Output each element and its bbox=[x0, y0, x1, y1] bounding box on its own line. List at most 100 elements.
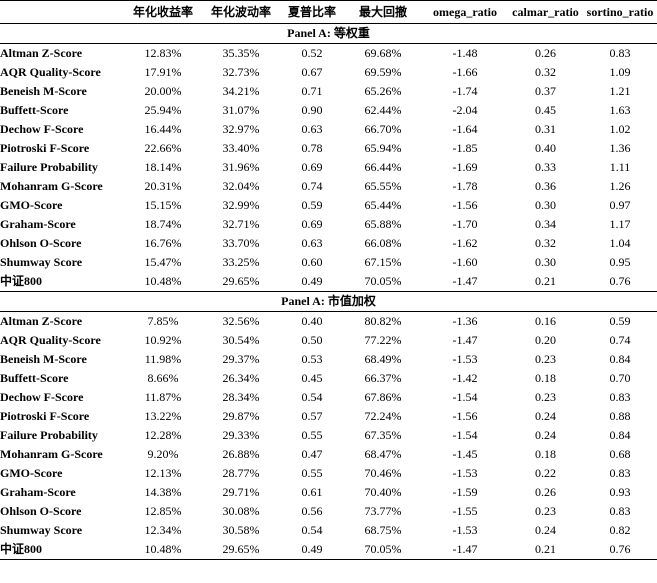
cell-name: Buffett-Score bbox=[0, 371, 69, 385]
cell-omega: -1.85 bbox=[452, 141, 478, 155]
cell-annual-volatility: 33.70% bbox=[222, 236, 260, 250]
cell-omega: -2.04 bbox=[452, 103, 478, 117]
cell-name: Graham-Score bbox=[0, 485, 76, 499]
cell-sortino: 0.83 bbox=[609, 46, 631, 60]
cell-calmar: 0.23 bbox=[535, 390, 556, 404]
cell-annual-volatility: 28.34% bbox=[222, 390, 260, 404]
cell-calmar: 0.16 bbox=[535, 314, 556, 328]
cell-annual-volatility: 30.58% bbox=[222, 523, 260, 537]
cell-max-drawdown: 66.44% bbox=[364, 160, 402, 174]
cell-name: Piotroski F-Score bbox=[0, 409, 90, 423]
cell-omega: -1.47 bbox=[422, 540, 508, 560]
cell-calmar: 0.24 bbox=[535, 523, 556, 537]
cell-max-drawdown: 69.68% bbox=[364, 46, 402, 60]
cell-annual-volatility: 32.99% bbox=[222, 198, 260, 212]
cell-name: GMO-Score bbox=[0, 466, 63, 480]
cell-name: GMO-Score bbox=[0, 198, 63, 212]
cell-name: Altman Z-Score bbox=[0, 314, 83, 328]
cell-sortino: 1.02 bbox=[609, 122, 631, 136]
cell-annual-volatility: 29.87% bbox=[222, 409, 260, 423]
cell-sortino: 0.76 bbox=[583, 540, 657, 560]
cell-name: Dechow F-Score bbox=[0, 390, 84, 404]
cell-name: Shumway Score bbox=[0, 255, 83, 269]
cell-annual-return: 12.34% bbox=[144, 523, 182, 537]
cell-max-drawdown: 80.82% bbox=[364, 314, 402, 328]
cell-annual-return: 10.48% bbox=[124, 540, 202, 560]
table-row: Graham-Score 18.74% 32.71% 0.69 65.88% -1.70 0… bbox=[0, 215, 657, 234]
cell-name: Shumway Score bbox=[0, 523, 83, 537]
cell-sharpe: 0.54 bbox=[301, 390, 323, 404]
cell-omega: -1.62 bbox=[452, 236, 478, 250]
table-row: 中证800 10.48% 29.65% 0.49 70.05% -1.47 0.21 0.76 bbox=[0, 540, 657, 560]
cell-name: Ohlson O-Score bbox=[0, 236, 82, 250]
cell-annual-return: 18.14% bbox=[144, 160, 182, 174]
cell-annual-return: 13.22% bbox=[144, 409, 182, 423]
cell-annual-volatility: 29.65% bbox=[202, 272, 280, 292]
cell-annual-volatility: 32.97% bbox=[222, 122, 260, 136]
table-row: AQR Quality-Score 10.92% 30.54% 0.50 77.22% -… bbox=[0, 331, 657, 350]
cell-name: Failure Probability bbox=[0, 428, 98, 442]
cell-annual-return: 12.28% bbox=[144, 428, 182, 442]
cell-sharpe: 0.78 bbox=[301, 141, 323, 155]
cell-calmar: 0.30 bbox=[535, 255, 556, 269]
header-cell-sharpe: 夏普比率 bbox=[280, 0, 344, 24]
cell-annual-return: 10.92% bbox=[144, 333, 182, 347]
table-row: Buffett-Score 8.66% 26.34% 0.45 66.37% -1.42 0… bbox=[0, 369, 657, 388]
cell-calmar: 0.21 bbox=[508, 272, 583, 292]
cell-name: AQR Quality-Score bbox=[0, 65, 101, 79]
cell-omega: -1.74 bbox=[452, 84, 478, 98]
cell-sortino: 0.93 bbox=[609, 485, 631, 499]
table-row: Altman Z-Score 12.83% 35.35% 0.52 69.68% -1.4… bbox=[0, 44, 657, 64]
cell-max-drawdown: 65.44% bbox=[364, 198, 402, 212]
cell-annual-return: 12.85% bbox=[144, 504, 182, 518]
header-cell-annual-return: 年化收益率 bbox=[124, 0, 202, 24]
cell-name: Buffett-Score bbox=[0, 103, 69, 117]
cell-sharpe: 0.50 bbox=[301, 333, 323, 347]
cell-sortino: 1.17 bbox=[609, 217, 631, 231]
cell-calmar: 0.22 bbox=[535, 466, 556, 480]
cell-sharpe: 0.57 bbox=[301, 409, 323, 423]
cell-omega: -1.55 bbox=[452, 504, 478, 518]
table-row: Shumway Score 12.34% 30.58% 0.54 68.75% -1.53… bbox=[0, 521, 657, 540]
cell-name: Beneish M-Score bbox=[0, 84, 87, 98]
cell-name: Beneish M-Score bbox=[0, 352, 87, 366]
table-row: Piotroski F-Score 22.66% 33.40% 0.78 65.94% -… bbox=[0, 139, 657, 158]
cell-annual-return: 11.87% bbox=[144, 390, 182, 404]
cell-sortino: 0.84 bbox=[609, 428, 631, 442]
cell-annual-return: 20.00% bbox=[144, 84, 182, 98]
cell-sharpe: 0.63 bbox=[301, 122, 323, 136]
cell-max-drawdown: 65.26% bbox=[364, 84, 402, 98]
cell-sortino: 0.70 bbox=[609, 371, 631, 385]
cell-max-drawdown: 62.44% bbox=[364, 103, 402, 117]
header-row: 年化收益率 年化波动率 夏普比率 最大回撤 omega_ratio calmar… bbox=[0, 0, 657, 24]
cell-name: 中证800 bbox=[0, 272, 124, 292]
cell-sharpe: 0.60 bbox=[301, 255, 323, 269]
cell-annual-return: 16.44% bbox=[144, 122, 182, 136]
cell-max-drawdown: 70.05% bbox=[344, 272, 422, 292]
cell-annual-return: 12.83% bbox=[144, 46, 182, 60]
cell-calmar: 0.31 bbox=[535, 122, 556, 136]
cell-sortino: 1.63 bbox=[609, 103, 631, 117]
cell-annual-return: 18.74% bbox=[144, 217, 182, 231]
cell-max-drawdown: 73.77% bbox=[364, 504, 402, 518]
cell-max-drawdown: 68.47% bbox=[364, 447, 402, 461]
cell-max-drawdown: 66.37% bbox=[364, 371, 402, 385]
cell-omega: -1.69 bbox=[452, 160, 478, 174]
cell-omega: -1.64 bbox=[452, 122, 478, 136]
cell-annual-volatility: 33.40% bbox=[222, 141, 260, 155]
table-row: GMO-Score 15.15% 32.99% 0.59 65.44% -1.56 0.30… bbox=[0, 196, 657, 215]
cell-annual-return: 16.76% bbox=[144, 236, 182, 250]
cell-annual-return: 9.20% bbox=[147, 447, 179, 461]
cell-annual-volatility: 31.07% bbox=[222, 103, 260, 117]
cell-sortino: 0.95 bbox=[609, 255, 631, 269]
cell-sharpe: 0.61 bbox=[301, 485, 323, 499]
cell-sharpe: 0.49 bbox=[280, 540, 344, 560]
cell-annual-volatility: 34.21% bbox=[222, 84, 260, 98]
cell-sortino: 0.83 bbox=[609, 466, 631, 480]
cell-sortino: 0.83 bbox=[609, 390, 631, 404]
cell-sharpe: 0.52 bbox=[301, 46, 323, 60]
cell-annual-return: 17.91% bbox=[144, 65, 182, 79]
cell-name: AQR Quality-Score bbox=[0, 333, 101, 347]
table-row: Beneish M-Score 11.98% 29.37% 0.53 68.49% -1.… bbox=[0, 350, 657, 369]
cell-sortino: 0.88 bbox=[609, 409, 631, 423]
